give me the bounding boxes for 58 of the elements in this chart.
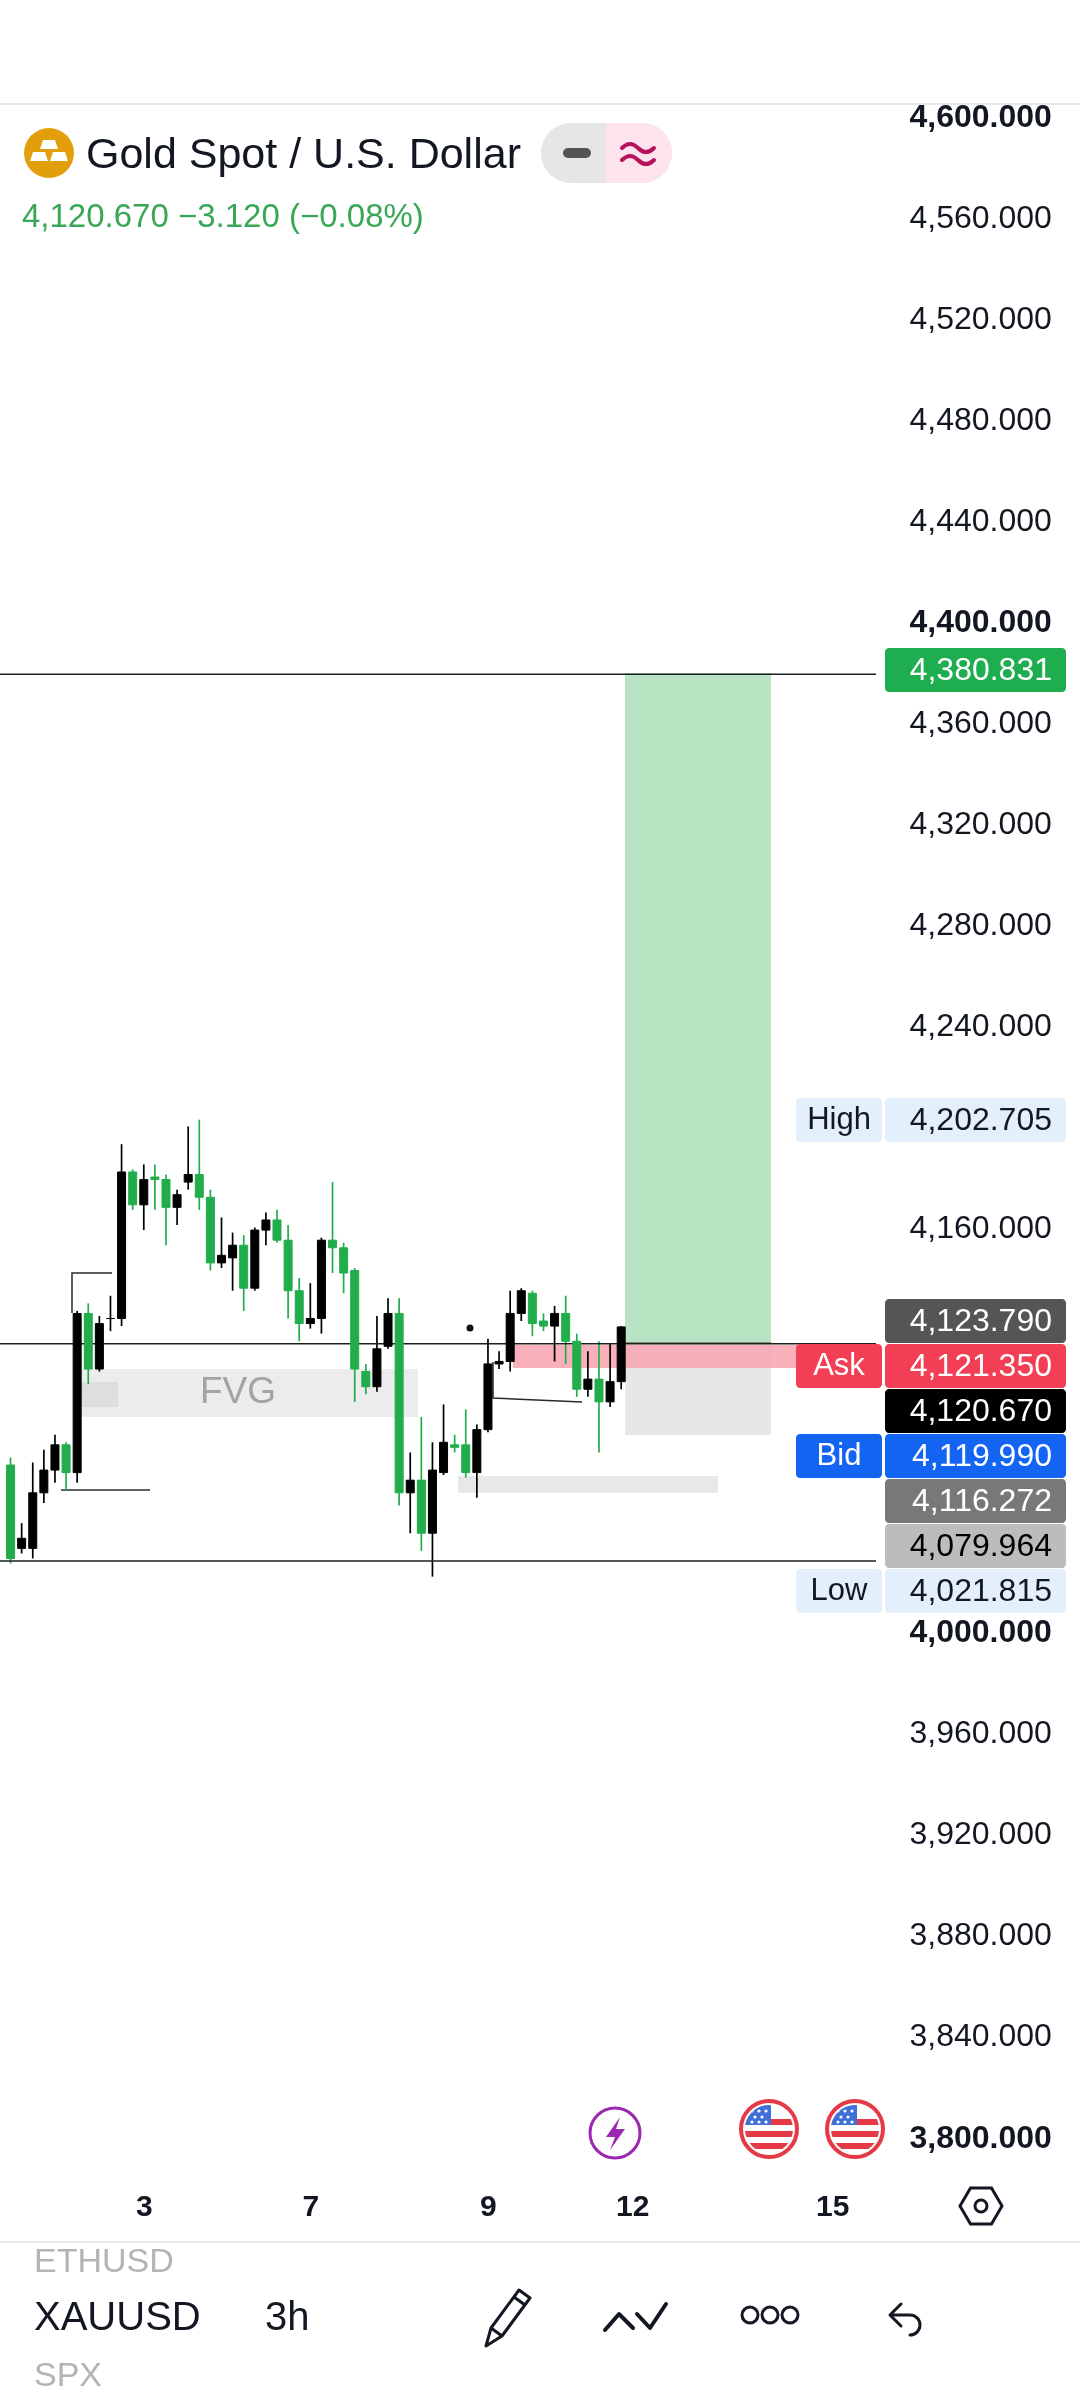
y-tick-label: 4,560.000 <box>909 198 1052 235</box>
text: 4,119.990 <box>912 1437 1052 1473</box>
text: ETHUSD <box>34 2241 174 2279</box>
candlestick <box>17 1522 27 1555</box>
y-tick-label: 4,520.000 <box>909 299 1052 336</box>
candlestick <box>217 1216 226 1269</box>
y-tick-label: 4,160.000 <box>909 1209 1052 1246</box>
y-tick-label: 3,960.000 <box>909 1714 1052 1751</box>
candlestick <box>183 1125 193 1191</box>
candlestick <box>550 1305 560 1363</box>
x-tick-label: 3 <box>135 2188 153 2222</box>
y-tick-label: 4,240.000 <box>909 1006 1052 1043</box>
candlestick <box>605 1342 615 1408</box>
y-tick-label: 4,600.000 <box>909 97 1052 134</box>
text: SPX <box>34 2355 103 2392</box>
y-tick-label: 3,800.000 <box>909 2118 1052 2155</box>
x-tick-label: 12 <box>616 2188 650 2222</box>
annotation: Low <box>810 1572 869 1607</box>
y-tick-label: 4,440.000 <box>909 501 1052 538</box>
x-tick-label: 7 <box>302 2188 320 2222</box>
annotation: Ask <box>813 1347 866 1382</box>
annotation: FVG <box>199 1370 277 1411</box>
y-tick-label: 4,480.000 <box>909 400 1052 437</box>
y-tick-label: 4,000.000 <box>909 1613 1052 1650</box>
text: 4,116.272 <box>912 1482 1052 1518</box>
y-tick-label: 4,360.000 <box>909 703 1052 740</box>
chart-title: Gold Spot / U.S. Dollar <box>86 129 521 177</box>
text: 4,202.705 <box>909 1101 1052 1137</box>
text: 4,021.815 <box>909 1572 1052 1608</box>
x-tick-label: 9 <box>480 2188 497 2222</box>
candlestick <box>594 1340 604 1454</box>
candlestick <box>305 1282 315 1330</box>
candlestick <box>516 1287 526 1322</box>
candlestick <box>261 1211 271 1247</box>
candlestick <box>361 1363 371 1396</box>
text: 4,121.350 <box>909 1347 1052 1383</box>
text: 4,079.964 <box>909 1527 1052 1563</box>
annotation: Bid <box>816 1437 862 1472</box>
candlestick <box>172 1188 182 1226</box>
y-tick-label: 3,880.000 <box>909 1916 1052 1953</box>
y-tick-label: 4,400.000 <box>909 602 1052 639</box>
annotation: High <box>807 1101 871 1136</box>
text: 4,123.790 <box>909 1302 1052 1338</box>
candlestick <box>328 1181 338 1274</box>
x-tick-label: 15 <box>815 2188 850 2222</box>
y-tick-label: 3,840.000 <box>909 2017 1052 2054</box>
y-tick-label: 4,320.000 <box>909 804 1052 841</box>
candlestick <box>583 1350 593 1398</box>
text: 3h <box>265 2294 310 2338</box>
text: XAUUSD <box>34 2294 201 2338</box>
text: 4,380.831 <box>909 651 1052 687</box>
text: 4,120.670 <box>909 1392 1052 1428</box>
candlestick <box>405 1451 415 1535</box>
text: 4,120.670 −3.120 (−0.08%) <box>22 197 424 234</box>
y-tick-label: 4,280.000 <box>909 905 1052 942</box>
candlestick <box>228 1231 238 1292</box>
candlestick <box>194 1118 204 1211</box>
y-tick-label: 3,920.000 <box>909 1815 1052 1852</box>
